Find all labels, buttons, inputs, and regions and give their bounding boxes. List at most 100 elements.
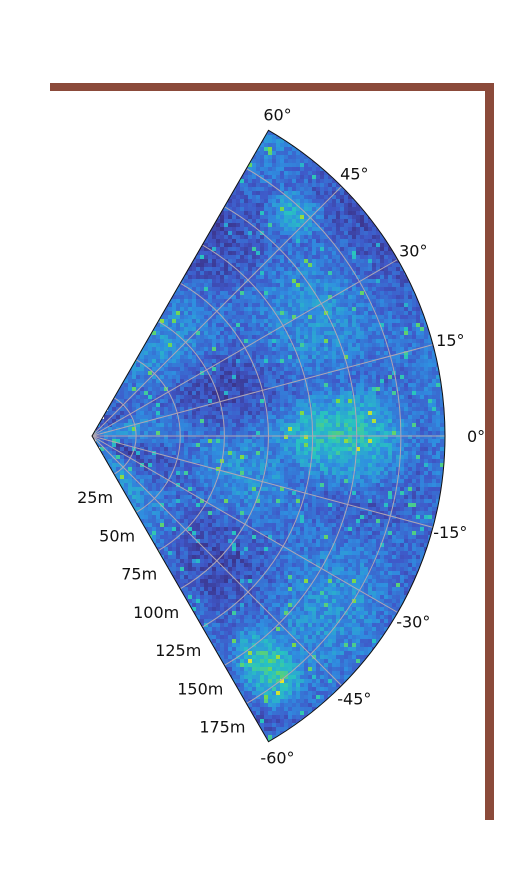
heatmap-cell xyxy=(232,423,236,427)
heatmap-cell xyxy=(284,647,288,651)
heatmap-cell xyxy=(260,479,264,483)
heatmap-cell xyxy=(240,351,244,355)
heatmap-cell xyxy=(268,703,272,707)
heatmap-cell xyxy=(140,503,144,507)
heatmap-cell xyxy=(288,723,292,727)
heatmap-cell xyxy=(268,559,272,563)
heatmap-cell xyxy=(184,543,188,547)
heatmap-cell xyxy=(276,503,280,507)
heatmap-cell xyxy=(276,547,280,551)
heatmap-cell xyxy=(240,451,244,455)
heatmap-cell xyxy=(196,243,200,247)
heatmap-cell xyxy=(204,451,208,455)
heatmap-cell xyxy=(220,579,224,583)
heatmap-cell xyxy=(288,663,292,667)
heatmap-cell xyxy=(252,279,256,283)
heatmap-cell xyxy=(104,455,108,459)
heatmap-cell xyxy=(172,563,176,567)
heatmap-cell xyxy=(124,403,128,407)
heatmap-cell xyxy=(268,327,272,331)
heatmap-cell xyxy=(228,591,232,595)
heatmap-cell xyxy=(228,175,232,179)
heatmap-cell xyxy=(124,455,128,459)
heatmap-cell xyxy=(220,475,224,479)
heatmap-cell xyxy=(216,387,220,391)
heatmap-cell xyxy=(272,515,276,519)
heatmap-cell xyxy=(260,383,264,387)
heatmap-cell xyxy=(248,727,252,731)
heatmap-cell xyxy=(272,403,276,407)
heatmap-cell xyxy=(176,367,180,371)
heatmap-cell xyxy=(280,263,284,267)
heatmap-cell xyxy=(148,379,152,383)
heatmap-cell xyxy=(184,287,188,291)
heatmap-cell xyxy=(292,335,296,339)
heatmap-cell xyxy=(212,235,216,239)
heatmap-cell xyxy=(164,323,168,327)
heatmap-cell xyxy=(228,379,232,383)
heatmap-cell xyxy=(180,563,184,567)
heatmap-cell xyxy=(192,259,196,263)
heatmap-cell xyxy=(172,543,176,547)
heatmap-cell xyxy=(256,275,260,279)
heatmap-cell xyxy=(252,299,256,303)
heatmap-cell xyxy=(176,307,180,311)
heatmap-cell xyxy=(244,515,248,519)
heatmap-cell xyxy=(292,199,296,203)
heatmap-cell xyxy=(232,319,236,323)
heatmap-cell xyxy=(244,255,248,259)
heatmap-cell xyxy=(208,231,212,235)
heatmap-cell xyxy=(276,191,280,195)
heatmap-cell xyxy=(240,407,244,411)
heatmap-cell xyxy=(276,475,280,479)
heatmap-cell xyxy=(260,599,264,603)
heatmap-cell xyxy=(280,555,284,559)
heatmap-cell xyxy=(304,163,308,167)
heatmap-cell xyxy=(180,579,184,583)
heatmap-cell xyxy=(140,355,144,359)
heatmap-cell xyxy=(252,399,256,403)
heatmap-cell xyxy=(240,179,244,183)
heatmap-cell xyxy=(172,415,176,419)
heatmap-cell xyxy=(228,251,232,255)
heatmap-cell xyxy=(260,239,264,243)
heatmap-cell xyxy=(168,371,172,375)
heatmap-cell xyxy=(208,655,212,659)
heatmap-cell xyxy=(172,391,176,395)
heatmap-cell xyxy=(260,695,264,699)
heatmap-cell xyxy=(136,503,140,507)
heatmap-cell xyxy=(220,467,224,471)
heatmap-cell xyxy=(144,427,148,431)
heatmap-cell xyxy=(220,639,224,643)
heatmap-cell xyxy=(176,335,180,339)
heatmap-cell xyxy=(180,359,184,363)
heatmap-cell xyxy=(292,363,296,367)
heatmap-cell xyxy=(288,335,292,339)
heatmap-cell xyxy=(284,659,288,663)
heatmap-cell xyxy=(120,483,124,487)
heatmap-cell xyxy=(168,555,172,559)
heatmap-cell xyxy=(212,263,216,267)
heatmap-cell xyxy=(216,327,220,331)
heatmap-cell xyxy=(272,447,276,451)
heatmap-cell xyxy=(176,595,180,599)
heatmap-cell xyxy=(240,219,244,223)
heatmap-cell xyxy=(156,343,160,347)
heatmap-cell xyxy=(244,159,248,163)
heatmap-cell xyxy=(208,635,212,639)
heatmap-cell xyxy=(300,607,304,611)
heatmap-cell xyxy=(128,419,132,423)
heatmap-cell xyxy=(276,195,280,199)
heatmap-cell xyxy=(212,439,216,443)
heatmap-cell xyxy=(232,475,236,479)
heatmap-cell xyxy=(284,387,288,391)
heatmap-cell xyxy=(212,351,216,355)
heatmap-cell xyxy=(272,459,276,463)
heatmap-cell xyxy=(188,395,192,399)
heatmap-cell xyxy=(156,323,160,327)
heatmap-cell xyxy=(272,667,276,671)
heatmap-cell xyxy=(252,219,256,223)
heatmap-cell xyxy=(248,143,252,147)
heatmap-cell xyxy=(228,223,232,227)
heatmap-cell xyxy=(280,411,284,415)
